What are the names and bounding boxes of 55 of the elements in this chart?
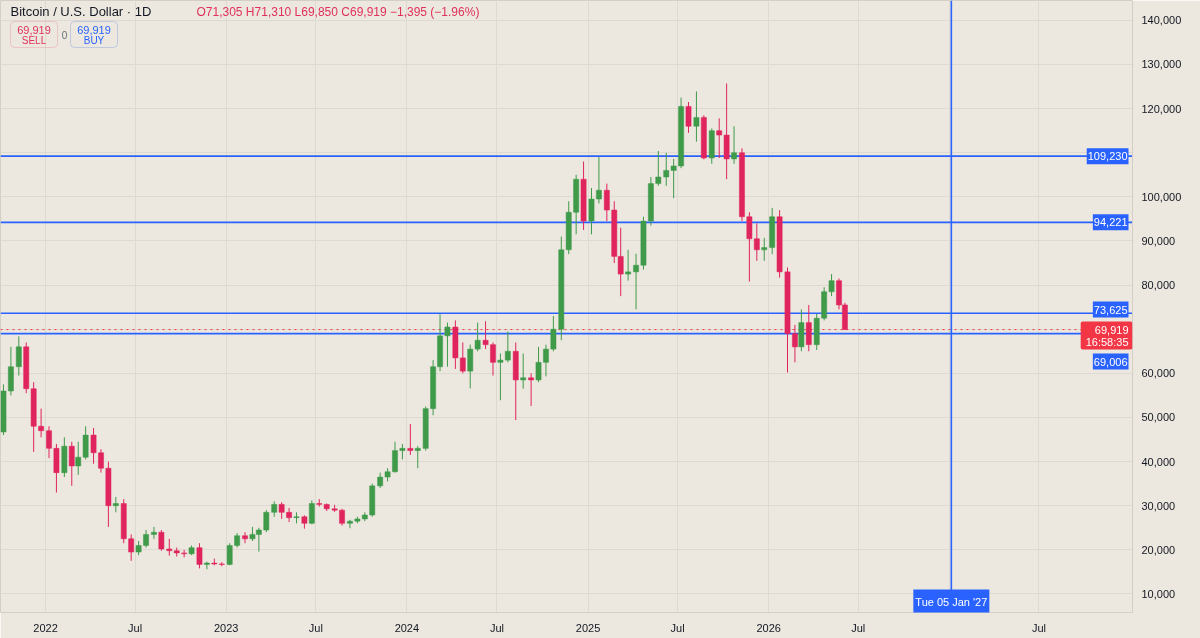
ref-line-label: Tue 05 Jan '27 <box>915 595 988 608</box>
x-tick-label: 2026 <box>756 621 781 634</box>
x-tick-label: Jul <box>308 621 323 634</box>
x-tick-label: Jul <box>670 621 685 634</box>
x-tick-label: Jul <box>128 621 143 634</box>
y-tick-label: 30,000 <box>1141 499 1176 512</box>
y-tick-label: 120,000 <box>1141 102 1182 115</box>
y-tick-label: 140,000 <box>1141 14 1182 27</box>
y-tick-label: 130,000 <box>1141 58 1182 71</box>
candlestick <box>693 90 700 143</box>
candlestick <box>82 425 89 460</box>
x-tick-label: Jul <box>1031 621 1046 634</box>
y-tick-label: 90,000 <box>1141 234 1176 247</box>
x-tick-label: 2024 <box>394 621 420 634</box>
candlestick <box>68 441 75 487</box>
candlestick <box>520 352 527 390</box>
chart-title: Bitcoin / U.S. Dollar · 1D <box>10 4 152 19</box>
candlestick <box>151 526 157 540</box>
candlestick <box>761 237 768 262</box>
candlestick <box>15 335 22 377</box>
candlestick <box>407 423 414 456</box>
y-tick-label: 100,000 <box>1141 190 1182 203</box>
annotation: 69,919 <box>17 23 51 36</box>
annotation: SELL <box>21 35 47 46</box>
candlestick <box>528 372 534 407</box>
x-tick-label: Jul <box>851 621 866 634</box>
ref-line-label: 94,221 <box>1093 216 1128 229</box>
candlestick <box>414 445 421 469</box>
y-tick-label: 50,000 <box>1141 411 1176 424</box>
candlestick <box>731 125 737 165</box>
annotation: 0 <box>61 29 68 41</box>
candlestick <box>685 101 692 134</box>
candlestick <box>625 249 631 282</box>
ref-line-label: 73,625 <box>1093 303 1128 316</box>
y-tick-label: 60,000 <box>1141 367 1176 380</box>
annotation: 69,919 <box>77 23 111 36</box>
annotation: 16:58:35 <box>1085 335 1129 348</box>
annotation: BUY <box>83 35 105 46</box>
candlestick <box>204 561 210 570</box>
x-tick-label: 2025 <box>575 621 601 634</box>
annotation: O71,305 H71,310 L69,850 C69,919 −1,395 (−1.96%) <box>196 4 480 19</box>
candlestick <box>242 531 248 544</box>
y-tick-label: 10,000 <box>1141 587 1176 600</box>
x-tick-label: Jul <box>489 621 504 634</box>
ref-line-label: 109,230 <box>1087 150 1128 163</box>
ref-line-label: 69,006 <box>1093 355 1128 368</box>
y-tick-label: 80,000 <box>1141 279 1176 292</box>
y-tick-label: 20,000 <box>1141 543 1176 556</box>
ref-line-label: 69,919 <box>1094 323 1129 336</box>
y-tick-label: 40,000 <box>1141 455 1176 468</box>
x-tick-label: 2023 <box>213 621 239 634</box>
candlestick <box>196 542 203 569</box>
x-tick-label: 2022 <box>33 621 58 634</box>
candlestick <box>805 304 812 352</box>
candlestick <box>75 441 82 476</box>
